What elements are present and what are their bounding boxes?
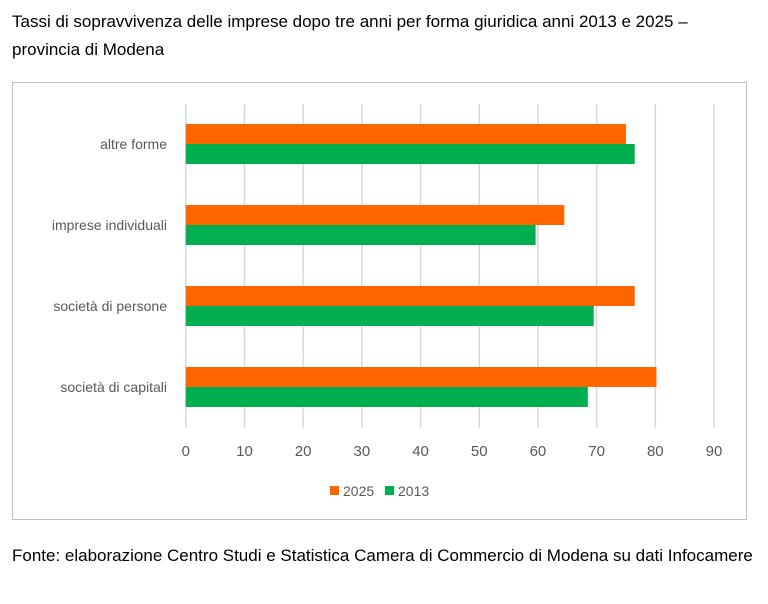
legend-swatch-2025 [330,486,339,495]
x-tick-label: 80 [647,443,664,460]
x-tick-label: 40 [412,443,429,460]
x-tick-label: 0 [182,443,190,460]
legend-swatch-2013 [385,486,394,495]
bar-2013 [185,306,594,326]
x-tick-label: 20 [295,443,312,460]
source-note: Fonte: elaborazione Centro Studi e Stati… [12,546,753,565]
category-label: società di capitali [60,379,167,395]
bar-2025 [185,367,657,387]
category-label: altre forme [100,136,167,152]
bar-2025 [185,124,626,144]
x-tick-label: 30 [354,443,371,460]
x-tick-label: 50 [471,443,488,460]
bar-2013 [185,387,588,407]
legend-label: 2025 [343,483,374,499]
chart-frame [12,82,747,520]
bar-2013 [185,144,635,164]
x-tick-label: 70 [588,443,605,460]
chart-title: Tassi di sopravvivenza delle imprese dop… [12,12,688,59]
bar-2013 [185,225,536,245]
bar-2025 [185,205,565,225]
bar-2025 [185,286,635,306]
category-label: imprese individuali [52,217,167,233]
legend-label: 2013 [398,483,429,499]
x-tick-label: 60 [530,443,547,460]
category-label: società di persone [53,298,167,314]
x-tick-label: 90 [706,443,723,460]
x-tick-label: 10 [236,443,253,460]
